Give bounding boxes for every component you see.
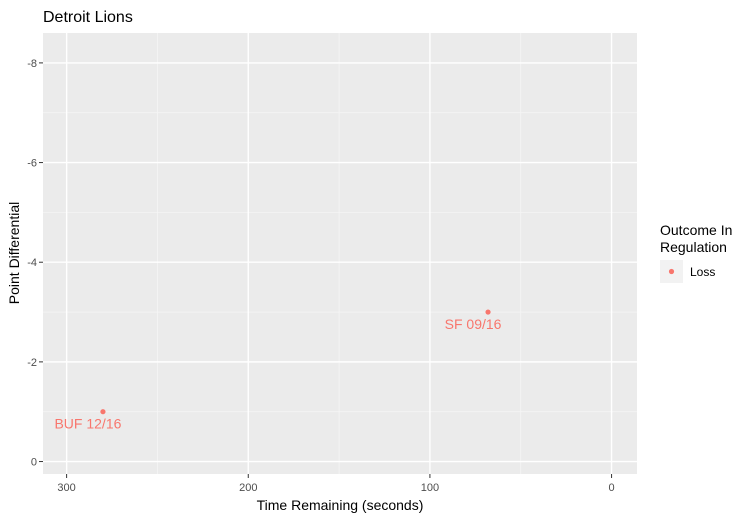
chart-title: Detroit Lions [43, 9, 133, 26]
data-points: BUF 12/16 SF 09/16 [54, 309, 502, 432]
x-tick-label: 0 [609, 482, 615, 494]
data-point-label: SF 09/16 [445, 316, 502, 332]
data-point [485, 309, 491, 315]
y-axis-title: Point Differential [6, 202, 22, 304]
y-tick-label: 0 [31, 457, 37, 469]
legend: Outcome In Regulation Loss [660, 222, 732, 283]
x-tick-label: 100 [421, 482, 439, 494]
x-tick-label: 300 [57, 482, 75, 494]
data-point-label: BUF 12/16 [54, 416, 121, 432]
y-tick-label: -8 [27, 58, 37, 70]
x-tick-label: 200 [239, 482, 257, 494]
x-axis-ticks: 300 200 100 0 [57, 474, 615, 494]
minor-gridlines [43, 33, 637, 474]
legend-title-line-1: Outcome In [660, 222, 732, 238]
plot-panel [43, 33, 637, 474]
y-tick-label: -2 [27, 357, 37, 369]
data-point [100, 409, 106, 415]
y-tick-label: -6 [27, 158, 37, 170]
legend-label-loss: Loss [690, 265, 715, 279]
legend-loss-marker [668, 268, 675, 275]
y-axis-ticks: -8 -6 -4 -2 0 [27, 58, 43, 469]
y-tick-label: -4 [27, 257, 37, 269]
x-axis-title: Time Remaining (seconds) [257, 497, 424, 513]
major-gridlines [43, 33, 637, 474]
legend-title-line-2: Regulation [660, 239, 727, 255]
